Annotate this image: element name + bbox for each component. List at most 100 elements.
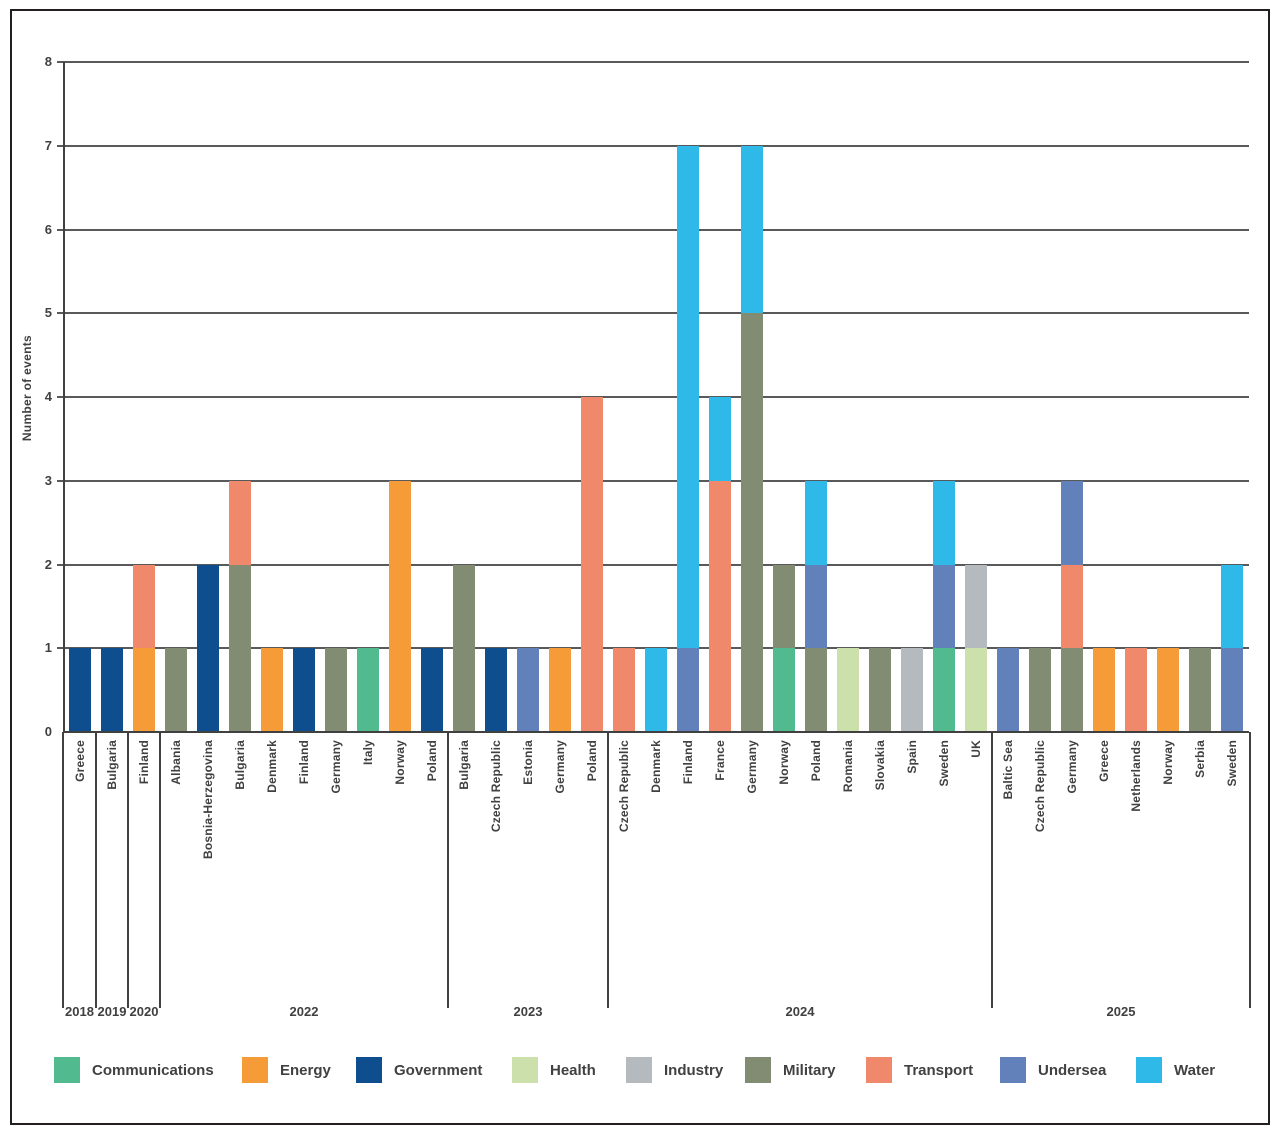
x-label: Germany xyxy=(1065,740,1079,794)
year-label: 2019 xyxy=(97,1004,127,1019)
year-label: 2022 xyxy=(289,1004,319,1019)
legend-swatch-government xyxy=(356,1057,382,1083)
bar-segment-energy xyxy=(133,648,155,732)
bar-segment-undersea xyxy=(933,564,955,649)
bar-segment-energy xyxy=(1093,648,1115,732)
x-label: Serbia xyxy=(1193,740,1207,778)
bar-segment-energy xyxy=(261,648,283,732)
y-tick-label: 2 xyxy=(44,556,52,572)
bar-segment-military xyxy=(1061,648,1083,732)
x-label: Finland xyxy=(137,740,151,785)
gridline-6 xyxy=(57,228,1249,231)
bar-segment-government xyxy=(101,648,123,732)
bar-segment-transport xyxy=(709,480,731,732)
x-label: Greece xyxy=(1097,740,1111,782)
legend-swatch-energy xyxy=(242,1057,268,1083)
year-label: 2018 xyxy=(65,1004,94,1019)
year-label: 2020 xyxy=(129,1004,159,1019)
x-label: Germany xyxy=(745,740,759,794)
gridline-7 xyxy=(57,144,1249,147)
bar-segment-water xyxy=(1221,564,1243,649)
legend-label: Water xyxy=(1174,1061,1216,1079)
legend-swatch-industry xyxy=(626,1057,652,1083)
y-tick-label: 0 xyxy=(44,724,52,739)
bar-segment-energy xyxy=(1157,648,1179,732)
x-label: Germany xyxy=(553,740,567,794)
bar-segment-water xyxy=(677,145,699,649)
x-label: Spain xyxy=(905,740,919,774)
x-label: Finland xyxy=(681,740,695,785)
x-label: Bulgaria xyxy=(105,740,119,790)
bar-segment-water xyxy=(709,397,731,481)
y-tick-label: 5 xyxy=(44,305,52,321)
x-label: Albania xyxy=(169,740,183,785)
legend-swatch-communications xyxy=(54,1057,80,1083)
bar-segment-undersea xyxy=(805,564,827,649)
gridline-5 xyxy=(57,312,1249,315)
bar-segment-transport xyxy=(229,480,251,565)
x-label: Poland xyxy=(585,740,599,782)
y-tick-label: 7 xyxy=(44,137,52,153)
year-label: 2025 xyxy=(1106,1004,1136,1019)
bar-segment-water xyxy=(805,480,827,565)
gridline-3 xyxy=(57,479,1249,482)
legend-label: Government xyxy=(394,1061,483,1079)
year-separator xyxy=(62,732,64,1008)
legend-label: Health xyxy=(550,1061,596,1079)
bar-segment-government xyxy=(421,648,443,732)
legend-swatch-health xyxy=(512,1057,538,1083)
bar-segment-water xyxy=(645,648,667,732)
bar-segment-water xyxy=(741,145,763,314)
legend-label: Undersea xyxy=(1038,1061,1107,1079)
x-label: Netherlands xyxy=(1129,740,1143,812)
bar-segment-energy xyxy=(389,480,411,732)
bar-segment-undersea xyxy=(997,648,1019,732)
x-label: Norway xyxy=(1161,740,1175,785)
x-label: Czech Republic xyxy=(489,740,503,833)
bar-segment-undersea xyxy=(1221,648,1243,732)
year-separator xyxy=(607,732,609,1008)
legend-swatch-military xyxy=(745,1057,771,1083)
legend-label: Industry xyxy=(664,1061,724,1079)
bar-segment-health xyxy=(837,648,859,732)
figure-border xyxy=(10,9,1270,1125)
legend-item-industry: Industry xyxy=(626,1057,723,1083)
x-label: Poland xyxy=(425,740,439,782)
x-label: Bulgaria xyxy=(233,740,247,790)
x-label: France xyxy=(713,740,727,781)
year-label: 2023 xyxy=(513,1004,543,1019)
bar-segment-health xyxy=(965,648,987,732)
y-tick-label: 4 xyxy=(44,389,52,404)
legend-item-military: Military xyxy=(745,1057,836,1083)
year-separator xyxy=(991,732,993,1008)
bar-segment-military xyxy=(1029,648,1051,732)
bar-segment-military xyxy=(165,648,187,732)
legend-item-health: Health xyxy=(512,1057,596,1083)
year-separator xyxy=(447,732,449,1008)
bar-segment-military xyxy=(741,313,763,732)
gridline-8 xyxy=(57,61,1249,63)
x-label: UK xyxy=(969,740,983,758)
x-label: Czech Republic xyxy=(617,740,631,833)
x-axis-line xyxy=(63,731,1249,733)
bar-segment-undersea xyxy=(1061,480,1083,565)
x-label: Czech Republic xyxy=(1033,740,1047,833)
x-label: Norway xyxy=(393,740,407,785)
legend-item-government: Government xyxy=(356,1057,482,1083)
legend-item-energy: Energy xyxy=(242,1057,331,1083)
bar-segment-military xyxy=(229,564,251,732)
bar-segment-government xyxy=(197,564,219,732)
bar-segment-government xyxy=(485,648,507,732)
x-label: Norway xyxy=(777,740,791,785)
year-separator xyxy=(159,732,161,1008)
bar-segment-transport xyxy=(1125,648,1147,732)
y-tick-label: 3 xyxy=(44,472,52,488)
x-label: Greece xyxy=(73,740,87,782)
legend-label: Military xyxy=(783,1061,836,1079)
x-label: Sweden xyxy=(1225,740,1239,787)
y-tick-label: 8 xyxy=(44,54,52,69)
bar-segment-communications xyxy=(357,648,379,732)
